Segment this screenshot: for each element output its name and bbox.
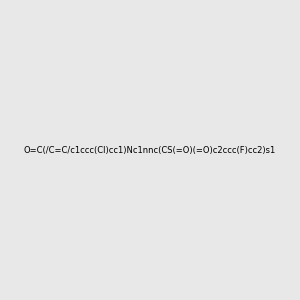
Text: O=C(/C=C/c1ccc(Cl)cc1)Nc1nnc(CS(=O)(=O)c2ccc(F)cc2)s1: O=C(/C=C/c1ccc(Cl)cc1)Nc1nnc(CS(=O)(=O)c… (24, 146, 276, 154)
